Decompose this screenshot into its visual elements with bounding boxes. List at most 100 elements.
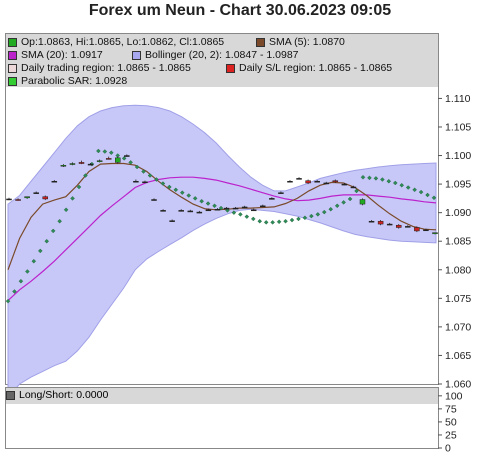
bollinger-area (7, 104, 437, 399)
legend-sl-region: Daily S/L region: 1.0865 - 1.0865 (226, 62, 392, 74)
candle-body (69, 163, 76, 165)
sar-point (179, 190, 185, 195)
candle-body (42, 196, 49, 200)
legend-swatch-sma5 (256, 37, 265, 47)
legend-ohlc: Op:1.0863, Hi:1.0865, Lo:1.0862, Cl:1.08… (8, 36, 224, 48)
legend-swatch-ohlc (8, 37, 17, 47)
y-tick-label: 1.070 (445, 321, 471, 333)
y-axis: 1.060 1.065 1.070 1.075 1.080 1.085 1.090 1.095… (438, 93, 471, 391)
candle (105, 156, 112, 160)
sar-point (231, 210, 237, 215)
sar-point (425, 192, 430, 198)
sar-point (380, 177, 385, 182)
y-tick-label: 1.090 (445, 207, 471, 219)
candle (395, 224, 402, 229)
legend-longshort: Long/Short: 0.0000 (6, 389, 108, 401)
candle (78, 160, 85, 165)
candle-body (395, 224, 402, 228)
candle-body (87, 163, 94, 166)
candle-body (359, 199, 366, 205)
candle (368, 220, 375, 223)
candle (350, 185, 357, 189)
candle (423, 228, 429, 232)
sar-point (218, 205, 224, 211)
candle (414, 226, 420, 233)
sar-point (283, 218, 288, 224)
candle (60, 164, 67, 167)
candle-body (6, 198, 12, 201)
candle-body (250, 209, 257, 212)
candle-body (133, 180, 139, 183)
legend-swatch-bollinger (132, 50, 141, 60)
sar-point (347, 196, 353, 202)
candle-body (269, 198, 275, 200)
sar-point (31, 258, 37, 264)
candle (296, 177, 302, 180)
sar-point (263, 220, 269, 225)
candle-body (368, 220, 375, 223)
candle-body (296, 178, 302, 180)
bollinger-band (7, 104, 437, 399)
candle-body (314, 180, 320, 183)
candle (69, 162, 76, 166)
candle-body (232, 207, 239, 210)
candle (341, 182, 348, 186)
candle (87, 162, 94, 166)
sar-point (257, 218, 263, 224)
sar-point (354, 188, 359, 194)
chart-title: Forex um Neun - Chart 30.06.2023 09:05 (88, 2, 392, 19)
candle (205, 208, 212, 212)
candle-body (405, 226, 411, 228)
sar-point (70, 196, 75, 201)
candle-body (287, 180, 293, 183)
legend-swatch-sar (8, 76, 17, 86)
candle-body (341, 183, 348, 186)
candle (196, 210, 203, 214)
candle-body (24, 196, 30, 199)
candle-body (124, 155, 130, 157)
sar-point (341, 200, 346, 205)
sar-point (309, 213, 314, 219)
candle (115, 156, 121, 164)
candle-body (51, 180, 58, 183)
sub-y-tick-label: 75 (445, 403, 457, 415)
sar-point (192, 196, 198, 201)
candle (42, 195, 49, 201)
y-tick-label: 1.110 (445, 93, 471, 105)
sub-y-tick-label: 50 (445, 416, 457, 428)
sar-point (392, 180, 398, 186)
sar-point (412, 187, 417, 193)
sar-point (238, 212, 243, 217)
legend-swatch-longshort (6, 390, 15, 400)
legend-sma20-text: SMA (20): 1.0917 (21, 49, 103, 61)
candle (287, 180, 293, 183)
sar-point (250, 216, 256, 222)
candle-body (386, 223, 393, 226)
candle (160, 209, 166, 212)
sma20-line (7, 176, 437, 302)
legend-bollinger: Bollinger (20, 2): 1.0847 - 1.0987 (132, 49, 299, 61)
sar-point (205, 201, 211, 206)
candle-body (196, 211, 203, 214)
legend-swatch-sl-region (226, 63, 235, 73)
legend-sar: Parabolic SAR: 1.0928 (8, 75, 127, 87)
candle (187, 209, 194, 213)
candle-body (205, 209, 212, 212)
sar-point (128, 160, 133, 165)
candle (133, 179, 139, 183)
sar-point (102, 149, 108, 154)
candle-body (160, 210, 166, 212)
candle (232, 206, 239, 210)
candle-body (423, 229, 429, 232)
sar-point (121, 156, 127, 161)
candle-body (214, 208, 221, 211)
y-tick-label: 1.075 (445, 293, 471, 305)
sar-point (57, 218, 62, 224)
y-tick-label: 1.085 (445, 236, 471, 248)
sar-point (334, 203, 340, 209)
sar-point (134, 164, 140, 170)
candle-body (105, 158, 112, 160)
candle-body (187, 210, 194, 213)
sar-point (386, 178, 392, 184)
